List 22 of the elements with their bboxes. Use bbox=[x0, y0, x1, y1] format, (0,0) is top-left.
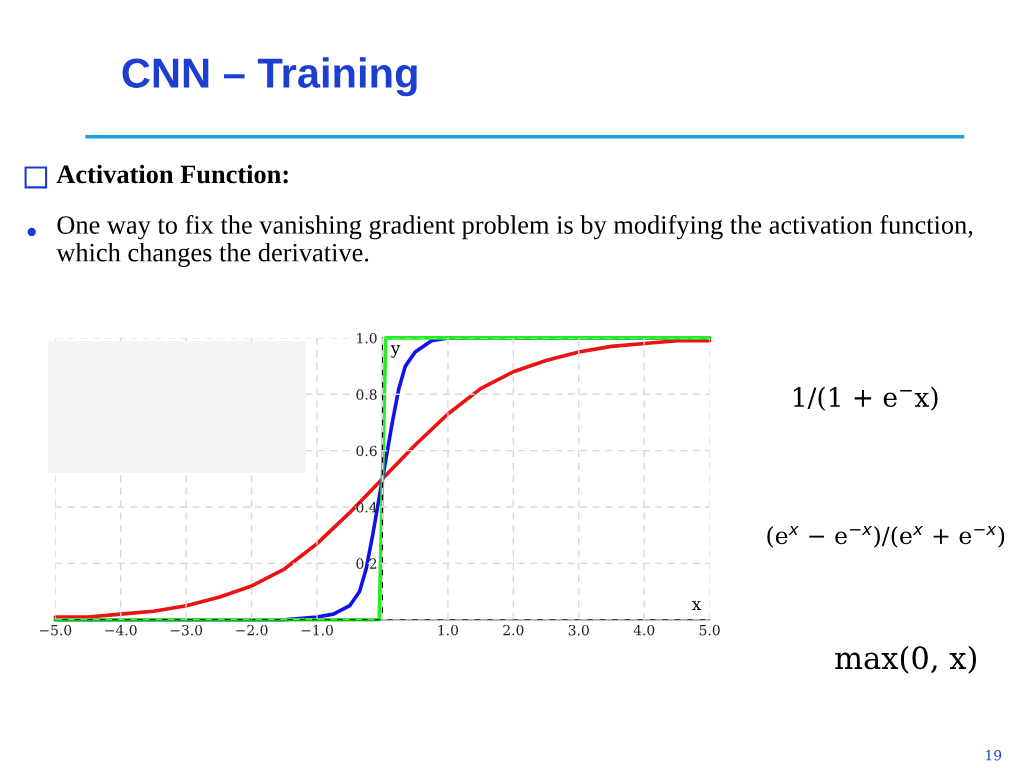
chart-title: CNN – Training bbox=[122, 57, 417, 97]
x-tick-label: 4.0 bbox=[633, 624, 655, 636]
x-tick-label: 3.0 bbox=[568, 624, 589, 636]
y-tick-label: 1.0 bbox=[357, 332, 377, 344]
x-axis-title: x bbox=[692, 601, 702, 610]
x-tick-label: −1.0 bbox=[301, 624, 333, 636]
text: (e$^{x}$ − e$^{−x}$)/(e$^{x}$ + e$^{−x}$) bbox=[767, 525, 1005, 548]
text: 1/(1 + e$^{−}$x) bbox=[793, 386, 938, 411]
y-tick-label: 0.6 bbox=[356, 445, 377, 457]
x-tick-label: −5.0 bbox=[39, 624, 72, 636]
chart-subtitle: Activation Function: bbox=[56, 164, 288, 184]
x-tick-label: −3.0 bbox=[170, 624, 203, 636]
y-axis-title: y bbox=[390, 345, 401, 358]
y-tick-label: 0.8 bbox=[356, 389, 377, 400]
text: 19 bbox=[986, 750, 1002, 761]
x-tick-label: 2.0 bbox=[503, 624, 524, 636]
text: max(0, x) bbox=[835, 645, 977, 674]
x-tick-label: 1.0 bbox=[438, 624, 459, 636]
text: One way to fix the vanishing gradient problem is by modifying the activation function, which changes the derivative. bbox=[56, 215, 973, 267]
x-tick-label: −4.0 bbox=[105, 624, 137, 636]
x-tick-label: 5.0 bbox=[699, 624, 720, 636]
x-tick-label: −2.0 bbox=[236, 624, 268, 636]
